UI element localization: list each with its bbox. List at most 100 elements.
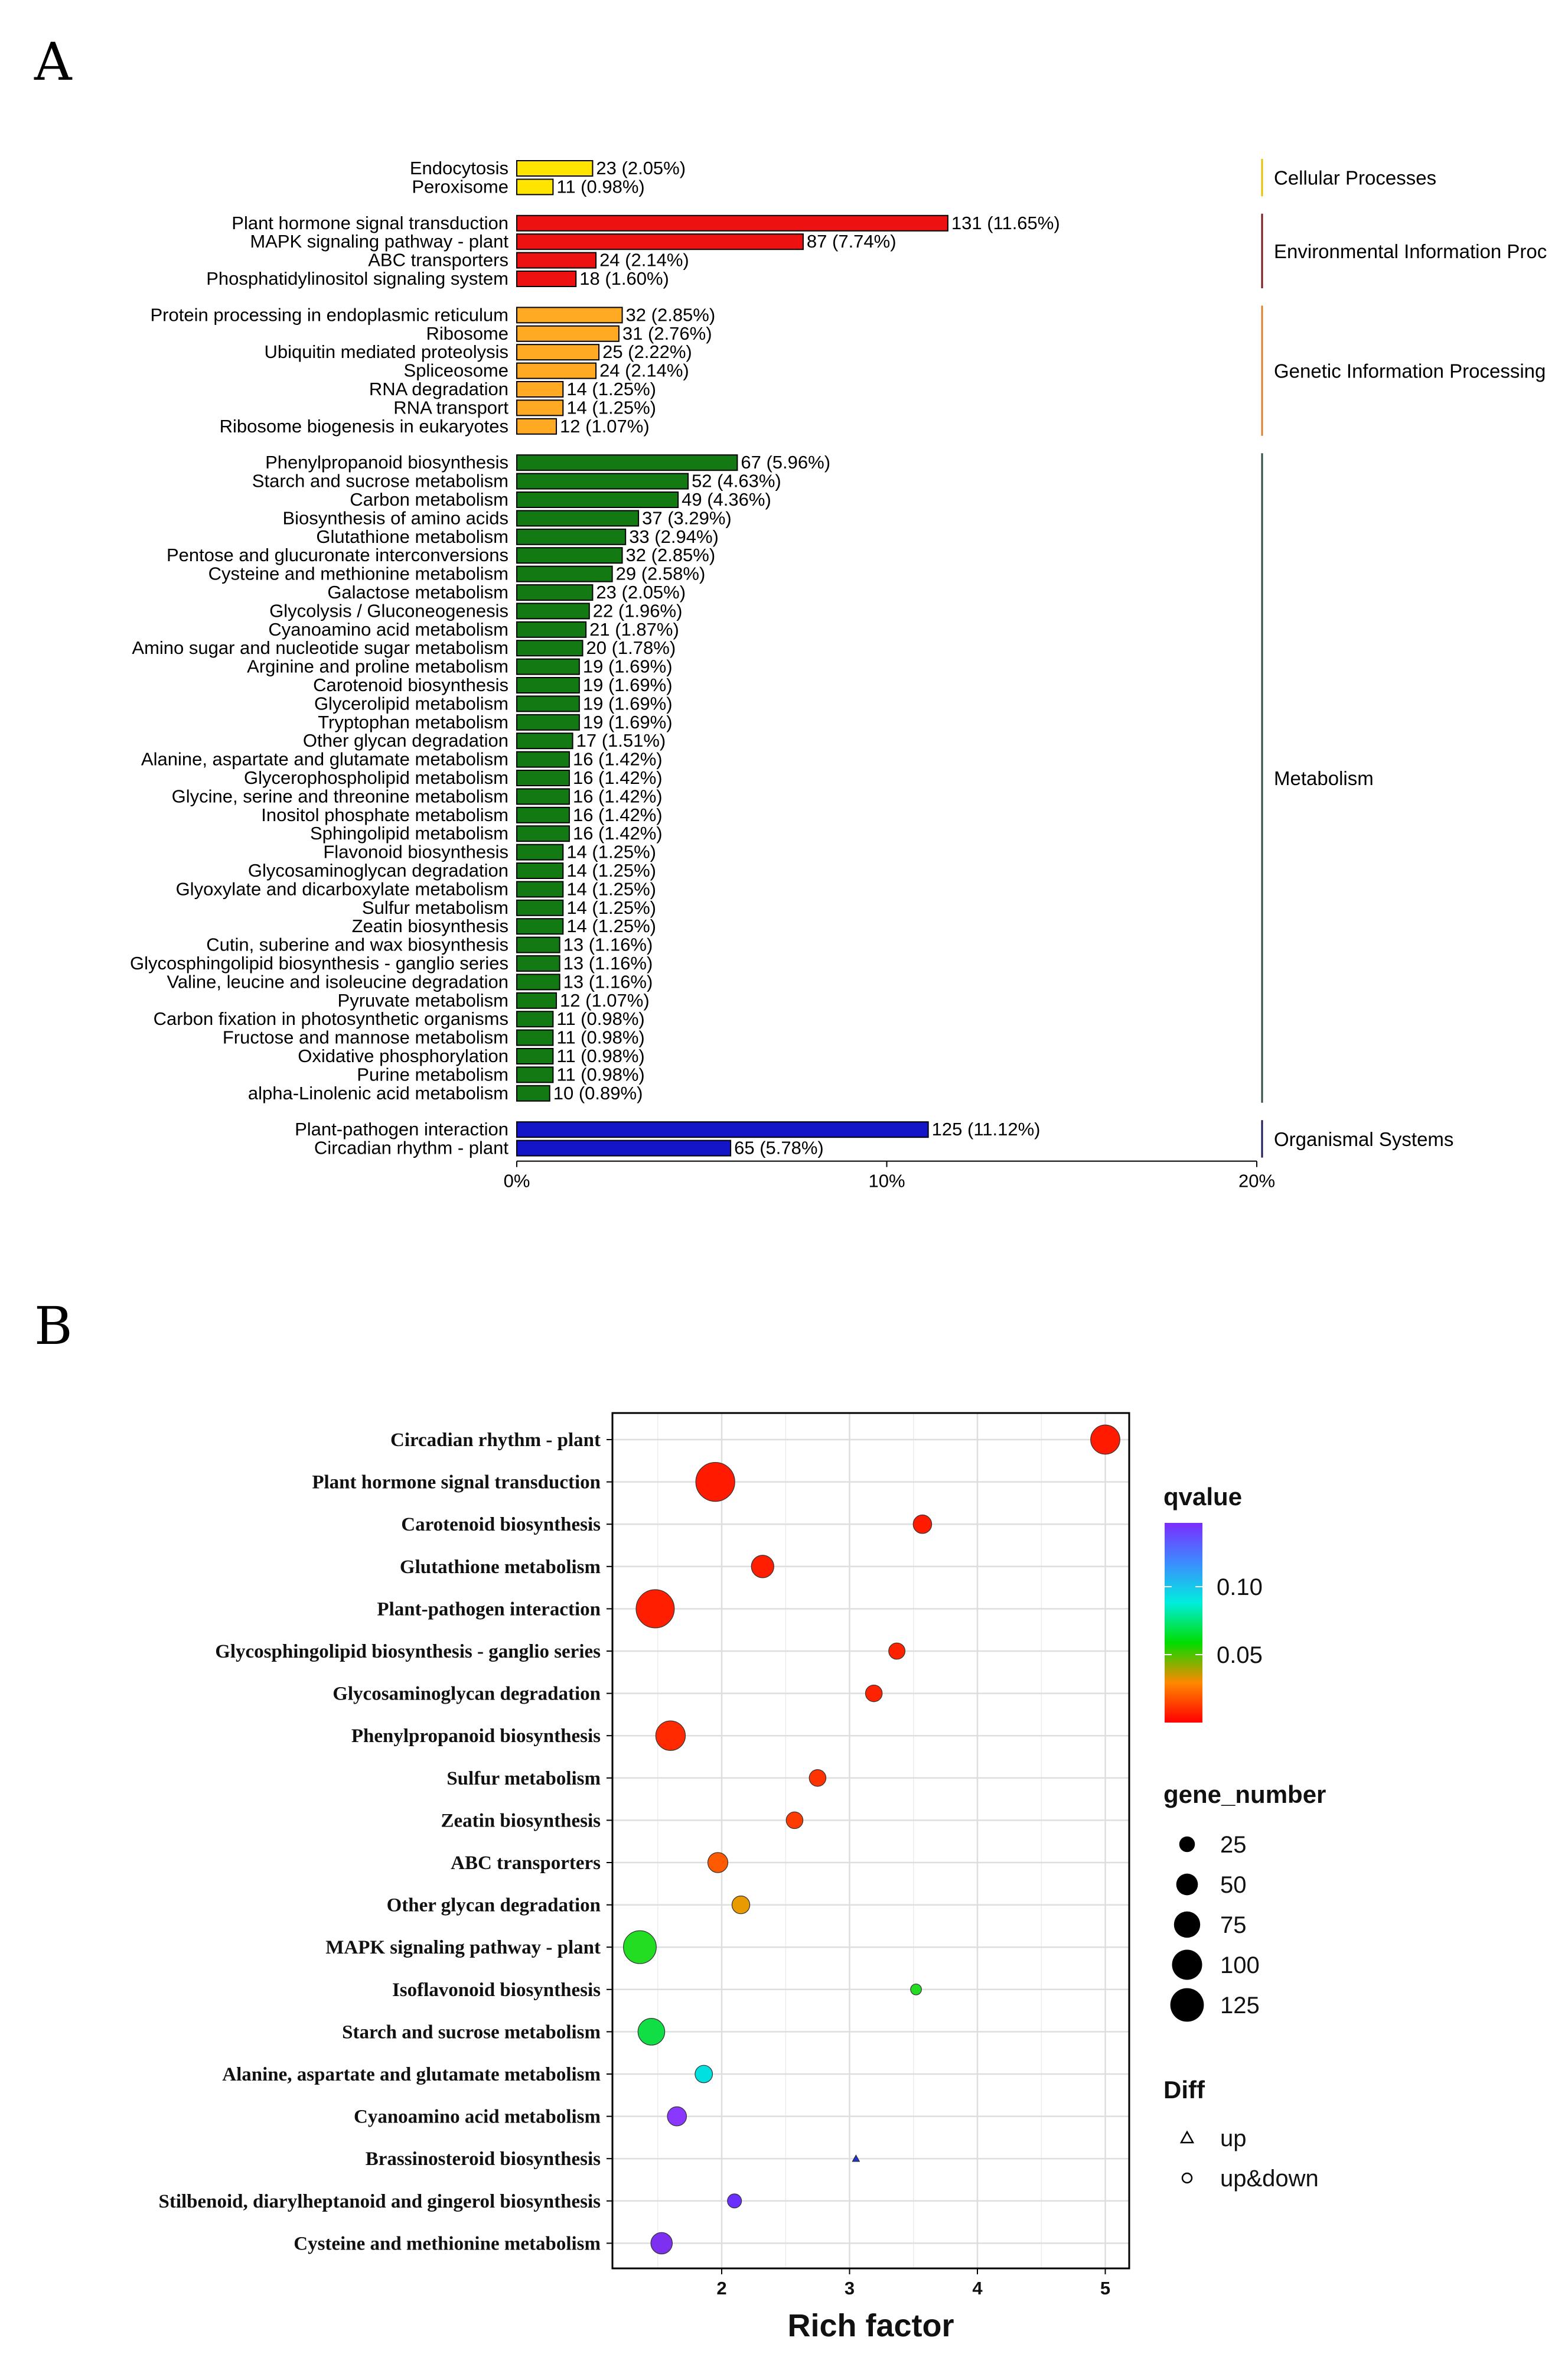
size-legend-label: 75	[1220, 1912, 1247, 1938]
bar	[516, 881, 564, 898]
data-point	[707, 1852, 729, 1873]
bar-value-label: 14 (1.25%)	[566, 878, 656, 899]
size-legend-label: 25	[1220, 1832, 1247, 1858]
bar	[516, 418, 558, 435]
bar-label: Carbon fixation in photosynthetic organi…	[154, 1008, 508, 1029]
bar-label: Ribosome	[426, 323, 508, 344]
bar-value-label: 16 (1.42%)	[573, 767, 663, 788]
bar-value-label: 20 (1.78%)	[586, 637, 676, 658]
bar	[516, 974, 560, 991]
plot-border	[611, 1412, 1130, 2270]
bar-value-label: 19 (1.69%)	[583, 656, 673, 677]
bar-label: Pentose and glucuronate interconversions	[167, 545, 508, 565]
bar-value-label: 125 (11.12%)	[932, 1119, 1041, 1140]
size-legend-dot	[1176, 1873, 1198, 1896]
y-tick-label: Cyanoamino acid metabolism	[354, 2107, 601, 2128]
bar-label: Spliceosome	[404, 360, 508, 381]
triangle-icon	[1179, 2130, 1195, 2144]
category-label: Organismal Systems	[1274, 1128, 1453, 1150]
bar-label: Valine, leucine and isoleucine degradati…	[167, 971, 508, 992]
y-tick-label: Phenylpropanoid biosynthesis	[351, 1726, 601, 1747]
bar-value-label: 13 (1.16%)	[563, 935, 653, 955]
shape-legend-label: up&down	[1220, 2166, 1319, 2192]
bar-label: Glycosaminoglycan degradation	[248, 860, 508, 881]
data-point	[635, 1589, 675, 1629]
y-tick-label: Isoflavonoid biosynthesis	[392, 1980, 601, 2001]
bar	[516, 1085, 550, 1102]
y-tick-label: Zeatin biosynthesis	[441, 1810, 601, 1831]
shape-legend-label: up	[1220, 2125, 1247, 2151]
bar-label: Glutathione metabolism	[316, 526, 508, 547]
bar	[516, 307, 623, 324]
y-tick-label: Other glycan degradation	[387, 1895, 601, 1916]
bar	[516, 271, 577, 287]
data-point	[1090, 1424, 1120, 1455]
bar	[516, 454, 738, 471]
bar-value-label: 25 (2.22%)	[602, 341, 692, 362]
size-legend-label: 100	[1220, 1952, 1260, 1978]
bar	[516, 992, 558, 1009]
x-tick-label: 4	[972, 2278, 983, 2299]
size-legend-dot	[1173, 1911, 1201, 1938]
shape-legend-title: Diff	[1163, 2076, 1205, 2104]
bar-label: Endocytosis	[410, 158, 508, 178]
bar-label: Carotenoid biosynthesis	[313, 675, 508, 695]
bar-label: Fructose and mannose metabolism	[223, 1027, 508, 1048]
bar	[516, 695, 580, 712]
x-tick-label: 3	[845, 2278, 855, 2299]
bar-value-label: 29 (2.58%)	[616, 564, 706, 584]
bar-label: RNA transport	[393, 397, 508, 418]
bar-value-label: 21 (1.87%)	[589, 619, 679, 640]
data-point	[809, 1769, 827, 1787]
bar-label: Galactose metabolism	[327, 582, 508, 603]
y-tick-label: Carotenoid biosynthesis	[401, 1514, 601, 1535]
category-label: Genetic Information Processing	[1274, 360, 1546, 382]
size-legend-title: gene_number	[1163, 1780, 1326, 1808]
bar	[516, 325, 620, 342]
bar	[516, 1048, 554, 1064]
bar-value-label: 32 (2.85%)	[626, 304, 716, 325]
plot-area	[612, 1413, 1129, 2268]
bar-value-label: 19 (1.69%)	[583, 675, 673, 695]
bar	[516, 565, 613, 582]
bar-label: Other glycan degradation	[303, 730, 508, 751]
bar	[516, 825, 570, 842]
bar	[516, 899, 564, 916]
size-legend-label: 125	[1220, 1993, 1260, 2019]
x-axis-title: Rich factor	[787, 2308, 954, 2343]
bar	[516, 1066, 554, 1083]
bar	[516, 714, 580, 731]
x-tick-label: 0%	[504, 1171, 530, 1191]
bar	[516, 788, 570, 805]
size-legend-dot	[1172, 1949, 1202, 1980]
bar-label: Sphingolipid metabolism	[310, 823, 508, 844]
bar-value-label: 16 (1.42%)	[573, 786, 663, 806]
bar	[516, 399, 564, 416]
bar-label: RNA degradation	[369, 379, 508, 399]
bar-value-label: 16 (1.42%)	[573, 749, 663, 770]
bar-label: Carbon metabolism	[350, 489, 508, 510]
bar-value-label: 32 (2.85%)	[626, 545, 716, 565]
bar-value-label: 22 (1.96%)	[593, 600, 683, 621]
bar	[516, 918, 564, 935]
bar	[516, 584, 594, 601]
bar-label: Starch and sucrose metabolism	[252, 471, 508, 491]
bar	[516, 751, 570, 768]
data-point	[622, 1930, 657, 1964]
x-tick-label: 10%	[868, 1171, 905, 1191]
bar	[516, 1011, 554, 1028]
circle-icon	[1181, 2172, 1193, 2184]
bar-value-label: 14 (1.25%)	[566, 842, 656, 862]
bar-value-label: 18 (1.60%)	[579, 268, 669, 289]
bar-label: Plant hormone signal transduction	[232, 213, 508, 233]
data-point	[695, 2065, 713, 2083]
data-point	[637, 2018, 666, 2046]
category-label: Metabolism	[1274, 767, 1374, 789]
bar-value-label: 12 (1.07%)	[560, 990, 650, 1011]
bar-label: Amino sugar and nucleotide sugar metabol…	[132, 637, 508, 658]
bar-value-label: 33 (2.94%)	[629, 526, 719, 547]
bar-value-label: 52 (4.63%)	[692, 471, 781, 491]
bar	[516, 1029, 554, 1046]
size-legend-dot	[1170, 1988, 1204, 2022]
